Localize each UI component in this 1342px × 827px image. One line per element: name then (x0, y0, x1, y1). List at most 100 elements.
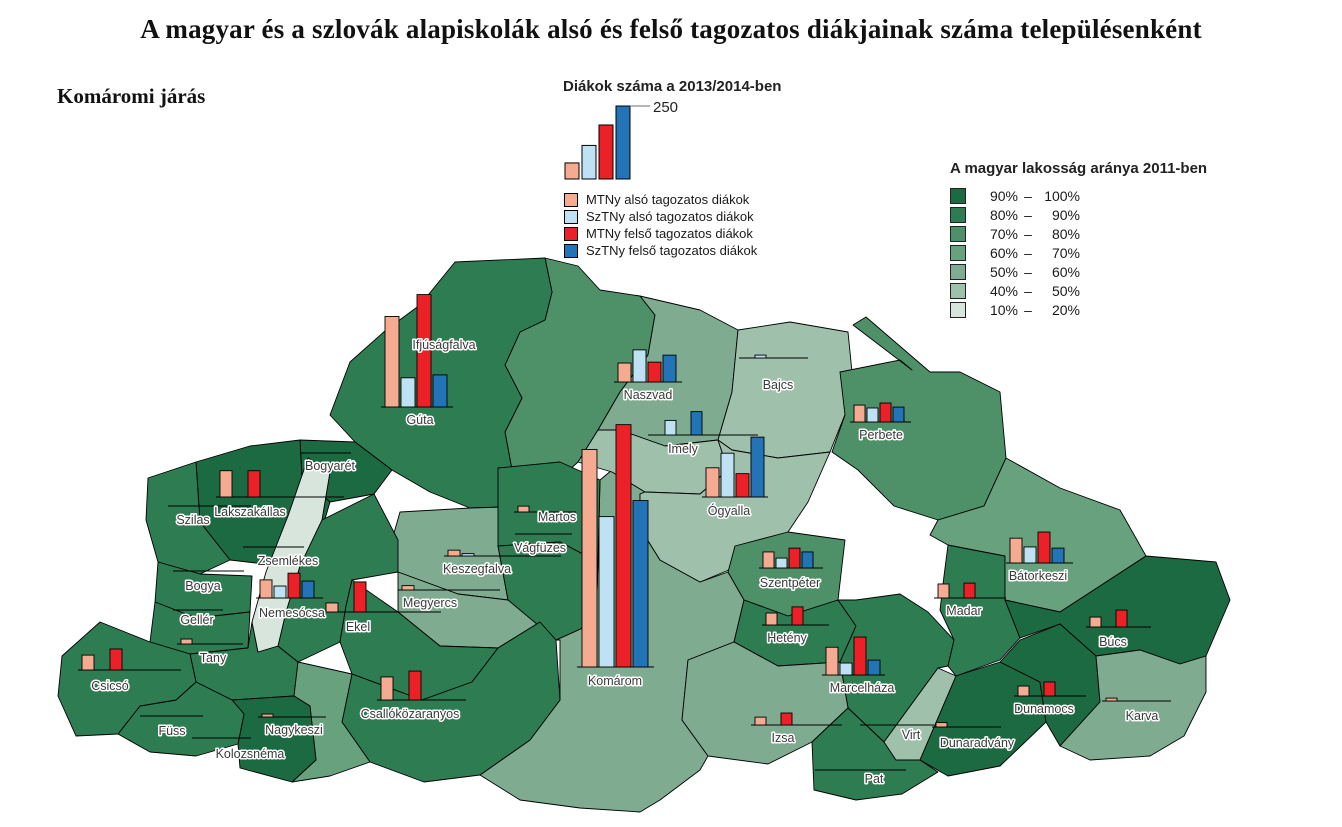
settlement-label-ekel: Ekel (346, 620, 370, 634)
choropleth-range-dash: – (1024, 206, 1032, 223)
settlement-label-megyercs: Megyercs (403, 596, 457, 610)
settlement-label-ifjusagfalva: Ifjúságfalva (412, 338, 475, 352)
bar-dunaradvany-series0 (935, 722, 948, 728)
bar-ogyalla-series2 (735, 473, 750, 498)
region-ogyalla (639, 439, 831, 583)
bar-perbete-series3 (892, 406, 905, 423)
settlement-label-naszvad: Naszvad (624, 388, 673, 402)
choropleth-range-lo: 60% (989, 244, 1018, 261)
choropleth-legend-item-c40_50: 40% – 50% (950, 281, 1207, 300)
bar-perbete-series2 (879, 402, 892, 423)
choropleth-range-hi: 20% (1051, 301, 1080, 318)
bar-szentpeter-series1 (775, 557, 788, 569)
settlement-label-madar: Madar (946, 604, 981, 618)
bar-komarom-series2 (615, 424, 632, 668)
settlement-label-perbete: Perbete (859, 428, 903, 442)
choropleth-legend-item-c90_100: 90% –100% (950, 186, 1207, 205)
bar-ekel-series0 (325, 602, 339, 613)
bar-marcelhaza-series0 (825, 646, 839, 676)
page-title: A magyar és a szlovák alapiskolák alsó é… (140, 14, 1202, 44)
choropleth-swatch-c90_100 (950, 187, 966, 204)
choropleth-legend-item-c50_60: 50% – 60% (950, 262, 1207, 281)
choropleth-range-lo: 80% (989, 206, 1018, 223)
bar-izsa-series0 (754, 716, 767, 726)
bar-csallokozaranyos-series0 (380, 676, 394, 701)
bar-legend-item-label: SzTNy felső tagozatos diákok (586, 243, 758, 258)
bar-komarom-series1 (598, 516, 615, 668)
settlement-label-bogyaret: Bogyarét (305, 459, 356, 473)
settlement-label-geller: Gellér (180, 613, 213, 627)
bar-legend-item-0: MTNy alsó tagozatos diákok (564, 191, 757, 208)
choropleth-range-lo: 10% (989, 301, 1018, 318)
bar-batorkeszi-series2 (1037, 531, 1051, 564)
settlement-label-imely: Imely (668, 442, 699, 456)
choropleth-legend-item-c80_90: 80% – 90% (950, 205, 1207, 224)
bar-izsa-series2 (780, 712, 793, 726)
settlement-label-ogyalla: Ógyalla (708, 503, 750, 518)
settlement-label-bucs: Búcs (1099, 635, 1127, 649)
choropleth-range-lo: 40% (989, 282, 1018, 299)
bar-dunamocs-series2 (1043, 681, 1056, 697)
region-perbete (831, 316, 1007, 521)
bar-dunamocs-series0 (1017, 685, 1030, 697)
settlement-label-csallokozaranyos: Csallóközaranyos (361, 707, 460, 721)
settlement-label-heteny: Hetény (767, 631, 807, 645)
choropleth-range-hi: 100% (1044, 187, 1080, 204)
bar-legend-item-label: MTNy alsó tagozatos diákok (586, 192, 750, 207)
settlement-label-marcelhaza: Marcelháza (830, 681, 895, 695)
bar-naszvad-series3 (662, 354, 677, 383)
settlement-label-fuss: Füss (158, 724, 185, 738)
map-bars (78, 294, 1171, 771)
bar-madar-series2 (963, 582, 976, 599)
district-label: Komáromi járás (57, 84, 206, 108)
settlement-label-nagykeszi: Nagykeszi (265, 723, 323, 737)
bar-szentpeter-series0 (762, 551, 775, 569)
settlement-label-tany: Tany (200, 651, 227, 665)
reference-bar-series1 (581, 144, 597, 180)
bar-nemesocsa-series3 (301, 580, 315, 599)
settlement-label-guta: Gúta (406, 413, 433, 427)
choropleth-legend-rows: 90% –100% 80% –90% 70% –80% 60% –70% 50% –60% 40% –… (950, 186, 1207, 319)
choropleth-range-hi: 90% (1051, 206, 1080, 223)
settlement-label-nemesocsa: Nemesócsa (259, 606, 325, 620)
settlement-label-martos: Martos (538, 510, 576, 524)
choropleth-legend-title: A magyar lakosság aránya 2011-ben (950, 160, 1208, 177)
bar-nemesocsa-series0 (259, 579, 273, 599)
choropleth-range-dash: – (1024, 187, 1032, 204)
bar-perbete-series1 (866, 407, 879, 423)
choropleth-range-hi: 80% (1051, 225, 1080, 242)
settlement-label-keszegfalva: Keszegfalva (443, 562, 511, 576)
settlement-label-bajcs: Bajcs (763, 378, 794, 392)
choropleth-range-lo: 90% (989, 187, 1018, 204)
choropleth-legend: A magyar lakosság aránya 2011-ben 90% –10… (950, 160, 1207, 319)
bar-lakszakallas-series2 (247, 470, 261, 498)
reference-bar-series3 (615, 105, 631, 180)
bar-perbete-series0 (853, 404, 866, 423)
bar-csallokozaranyos-series2 (408, 670, 422, 701)
bar-komarom-series0 (581, 449, 598, 668)
settlement-label-batorkeszi: Bátorkeszi (1009, 569, 1067, 583)
bar-szentpeter-series3 (801, 551, 814, 569)
choropleth-swatch-c70_80 (950, 225, 966, 242)
bar-csicso-series2 (109, 648, 123, 671)
bar-imely-series1 (664, 419, 677, 436)
bar-naszvad-series1 (632, 349, 647, 383)
bar-legend-swatch-0 (564, 192, 578, 207)
bar-bucs-series0 (1089, 616, 1102, 628)
bar-batorkeszi-series1 (1023, 546, 1037, 564)
choropleth-range-dash: – (1024, 263, 1032, 280)
settlement-label-virt: Virt (902, 728, 921, 742)
choropleth-range-lo: 50% (989, 263, 1018, 280)
choropleth-range-dash: – (1024, 301, 1032, 318)
bar-nemesocsa-series1 (273, 585, 287, 599)
region-kolozsnema (231, 695, 317, 783)
bar-nemesocsa-series2 (287, 572, 301, 599)
choropleth-range-hi: 60% (1051, 263, 1080, 280)
bar-guta-series1 (400, 377, 416, 408)
settlement-label-izsa: Izsa (772, 731, 795, 745)
settlement-label-lakszakallas: Lakszakállas (214, 505, 286, 519)
bar-guta-series2 (416, 294, 432, 408)
bar-martos-series0 (517, 505, 530, 513)
choropleth-swatch-c40_50 (950, 282, 966, 299)
